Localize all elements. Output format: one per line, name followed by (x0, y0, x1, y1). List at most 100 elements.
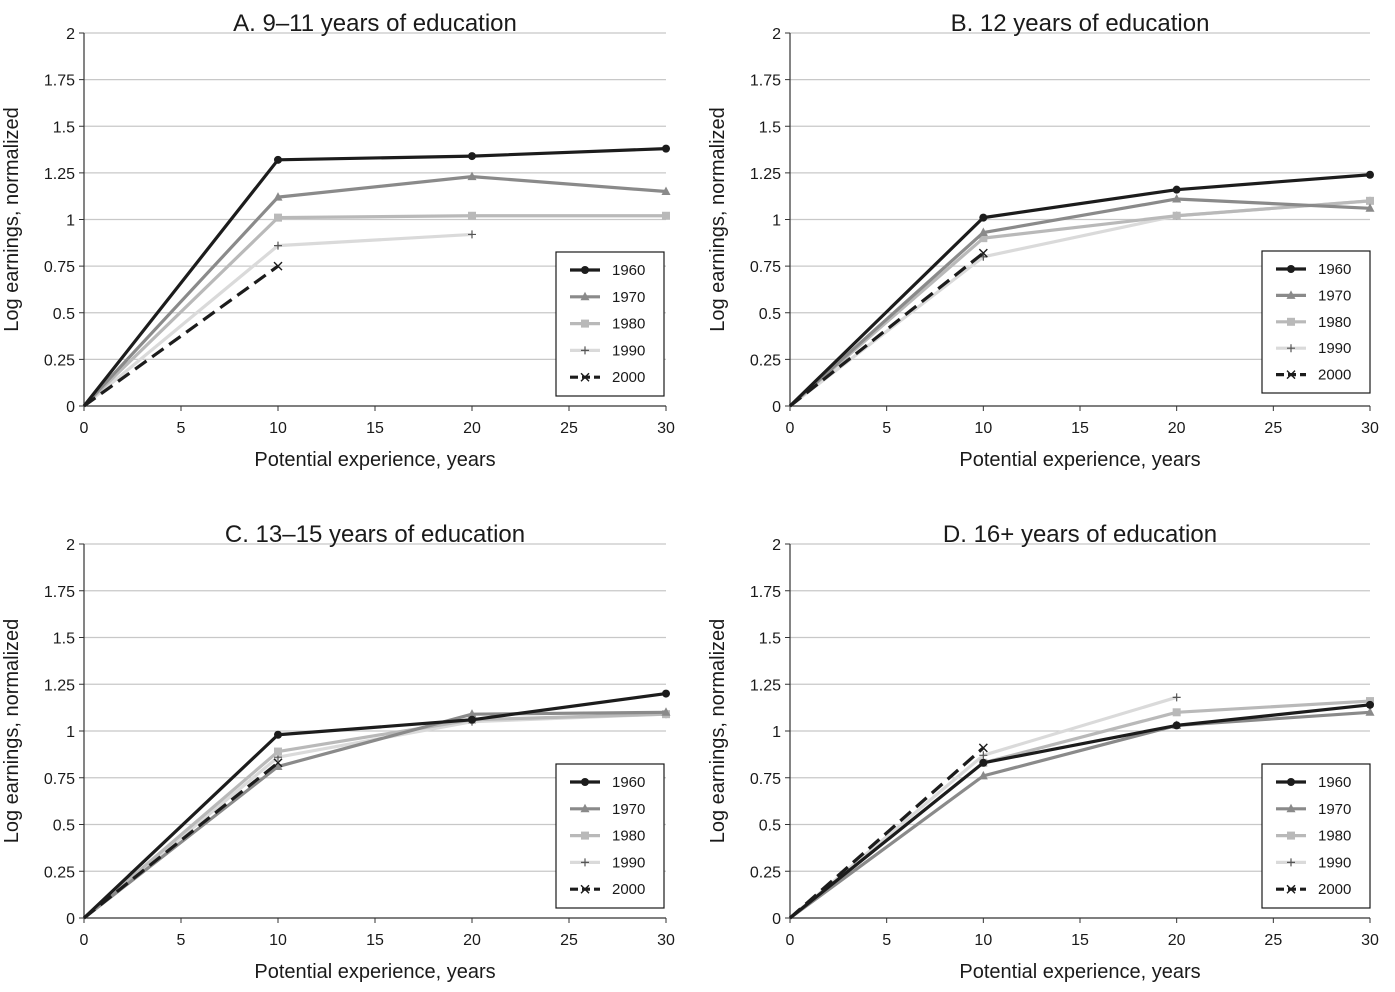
data-point-1970 (273, 192, 283, 201)
legend-marker-2000 (580, 372, 590, 382)
legend-label-1990: 1990 (612, 854, 645, 871)
data-point-1970 (1172, 193, 1182, 203)
y-tick-label: 2 (66, 537, 75, 554)
data-point-1980 (1172, 708, 1181, 717)
x-tick-label: 25 (1264, 420, 1282, 437)
x-tick-label: 15 (366, 932, 384, 949)
data-point-1960 (468, 152, 476, 161)
y-tick-label: 1.75 (750, 584, 781, 601)
x-tick-label: 10 (974, 932, 992, 949)
x-tick-label: 15 (366, 420, 384, 437)
legend: 1960 1970 1980 1990 2000 (555, 763, 665, 909)
data-point-2000 (273, 261, 283, 271)
legend-marker-2000 (1286, 370, 1296, 380)
x-axis-label: Potential experience, years (959, 961, 1200, 983)
legend-label-1980: 1980 (612, 316, 645, 333)
y-tick-label: 1.75 (44, 73, 75, 90)
y-tick-label: 0.5 (759, 306, 781, 323)
data-point-1990 (979, 751, 988, 760)
y-tick-label: 0 (66, 399, 75, 416)
data-point-1970 (1365, 707, 1375, 716)
y-tick-label: 1.5 (53, 631, 75, 648)
data-point-1990 (274, 241, 282, 250)
legend-marker-1970 (1286, 290, 1296, 299)
legend-marker-1990 (581, 858, 589, 867)
data-point-1980 (468, 211, 476, 220)
legend-marker-1960 (581, 266, 589, 274)
x-tick-label: 0 (80, 932, 89, 949)
x-tick-label: 20 (463, 932, 481, 949)
y-tick-label: 0.5 (53, 306, 75, 323)
series-line-1970 (788, 197, 1371, 408)
data-point-1970 (467, 171, 477, 181)
legend-label-1980: 1980 (612, 828, 645, 845)
legend-label-2000: 2000 (1318, 367, 1351, 384)
series-line-2000 (788, 746, 985, 920)
legend-marker-1960 (581, 778, 589, 786)
legend-label-2000: 2000 (612, 369, 645, 386)
legend-marker-1980 (1287, 317, 1295, 326)
legend: 1960 1970 1980 1990 2000 (1261, 250, 1371, 394)
y-tick-label: 1.5 (759, 119, 781, 136)
series-line-1980 (788, 199, 1371, 408)
data-point-1960 (662, 144, 670, 153)
legend-label-1960: 1960 (1318, 774, 1351, 791)
y-tick-label: 0.75 (44, 259, 75, 276)
data-point-1970 (467, 709, 477, 718)
y-tick-label: 1 (772, 213, 781, 230)
legend-label-1970: 1970 (612, 289, 645, 306)
series-line-1970 (789, 710, 1371, 920)
series-line-1970 (83, 710, 667, 920)
legend-label-1990: 1990 (1318, 340, 1351, 357)
legend-label-1960: 1960 (612, 262, 645, 279)
x-tick-label: 5 (882, 932, 891, 949)
y-tick-label: 1.25 (750, 677, 781, 694)
series-line-2000 (83, 264, 279, 408)
data-point-1970 (661, 707, 671, 716)
x-tick-label: 5 (177, 932, 186, 949)
legend-marker-1980 (581, 319, 589, 328)
y-tick-label: 2 (772, 537, 781, 554)
y-tick-label: 1 (772, 724, 781, 741)
series-line-1960 (82, 147, 667, 407)
data-point-2000 (978, 248, 988, 258)
x-tick-label: 15 (1071, 420, 1089, 437)
data-point-1980 (662, 211, 670, 220)
series-line-1970 (82, 175, 667, 408)
legend-marker-1980 (581, 831, 589, 840)
x-axis-label: Potential experience, years (254, 449, 495, 471)
x-tick-label: 15 (1071, 932, 1089, 949)
y-tick-label: 1.25 (44, 677, 75, 694)
x-tick-label: 25 (1264, 932, 1282, 949)
x-tick-label: 20 (463, 420, 481, 437)
data-point-2000 (273, 758, 283, 768)
y-tick-label: 1.25 (44, 166, 75, 183)
data-point-2000 (978, 743, 988, 753)
x-tick-label: 30 (657, 420, 675, 437)
data-point-1960 (662, 689, 670, 698)
y-tick-label: 1.5 (759, 631, 781, 648)
data-point-1960 (1172, 185, 1181, 194)
x-tick-label: 30 (1361, 420, 1379, 437)
data-point-1960 (1366, 700, 1374, 709)
y-tick-label: 1 (66, 724, 75, 741)
legend-label-1960: 1960 (1318, 261, 1351, 278)
y-tick-label: 0.75 (750, 259, 781, 276)
x-tick-label: 30 (1361, 932, 1379, 949)
y-tick-label: 1.75 (750, 73, 781, 90)
x-tick-label: 10 (269, 420, 287, 437)
y-axis-label: Log earnings, normalized (1, 619, 23, 844)
data-point-1970 (273, 761, 283, 771)
x-tick-label: 10 (269, 932, 287, 949)
legend-marker-1970 (580, 803, 590, 813)
legend: 1960 1970 1980 1990 2000 (555, 251, 665, 397)
series-line-1960 (788, 703, 1371, 920)
data-point-1970 (661, 186, 671, 196)
legend-marker-1990 (1287, 858, 1295, 867)
x-axis-label: Potential experience, years (959, 449, 1200, 471)
data-point-1960 (274, 155, 282, 164)
chart-title: B. 12 years of education (951, 10, 1210, 37)
